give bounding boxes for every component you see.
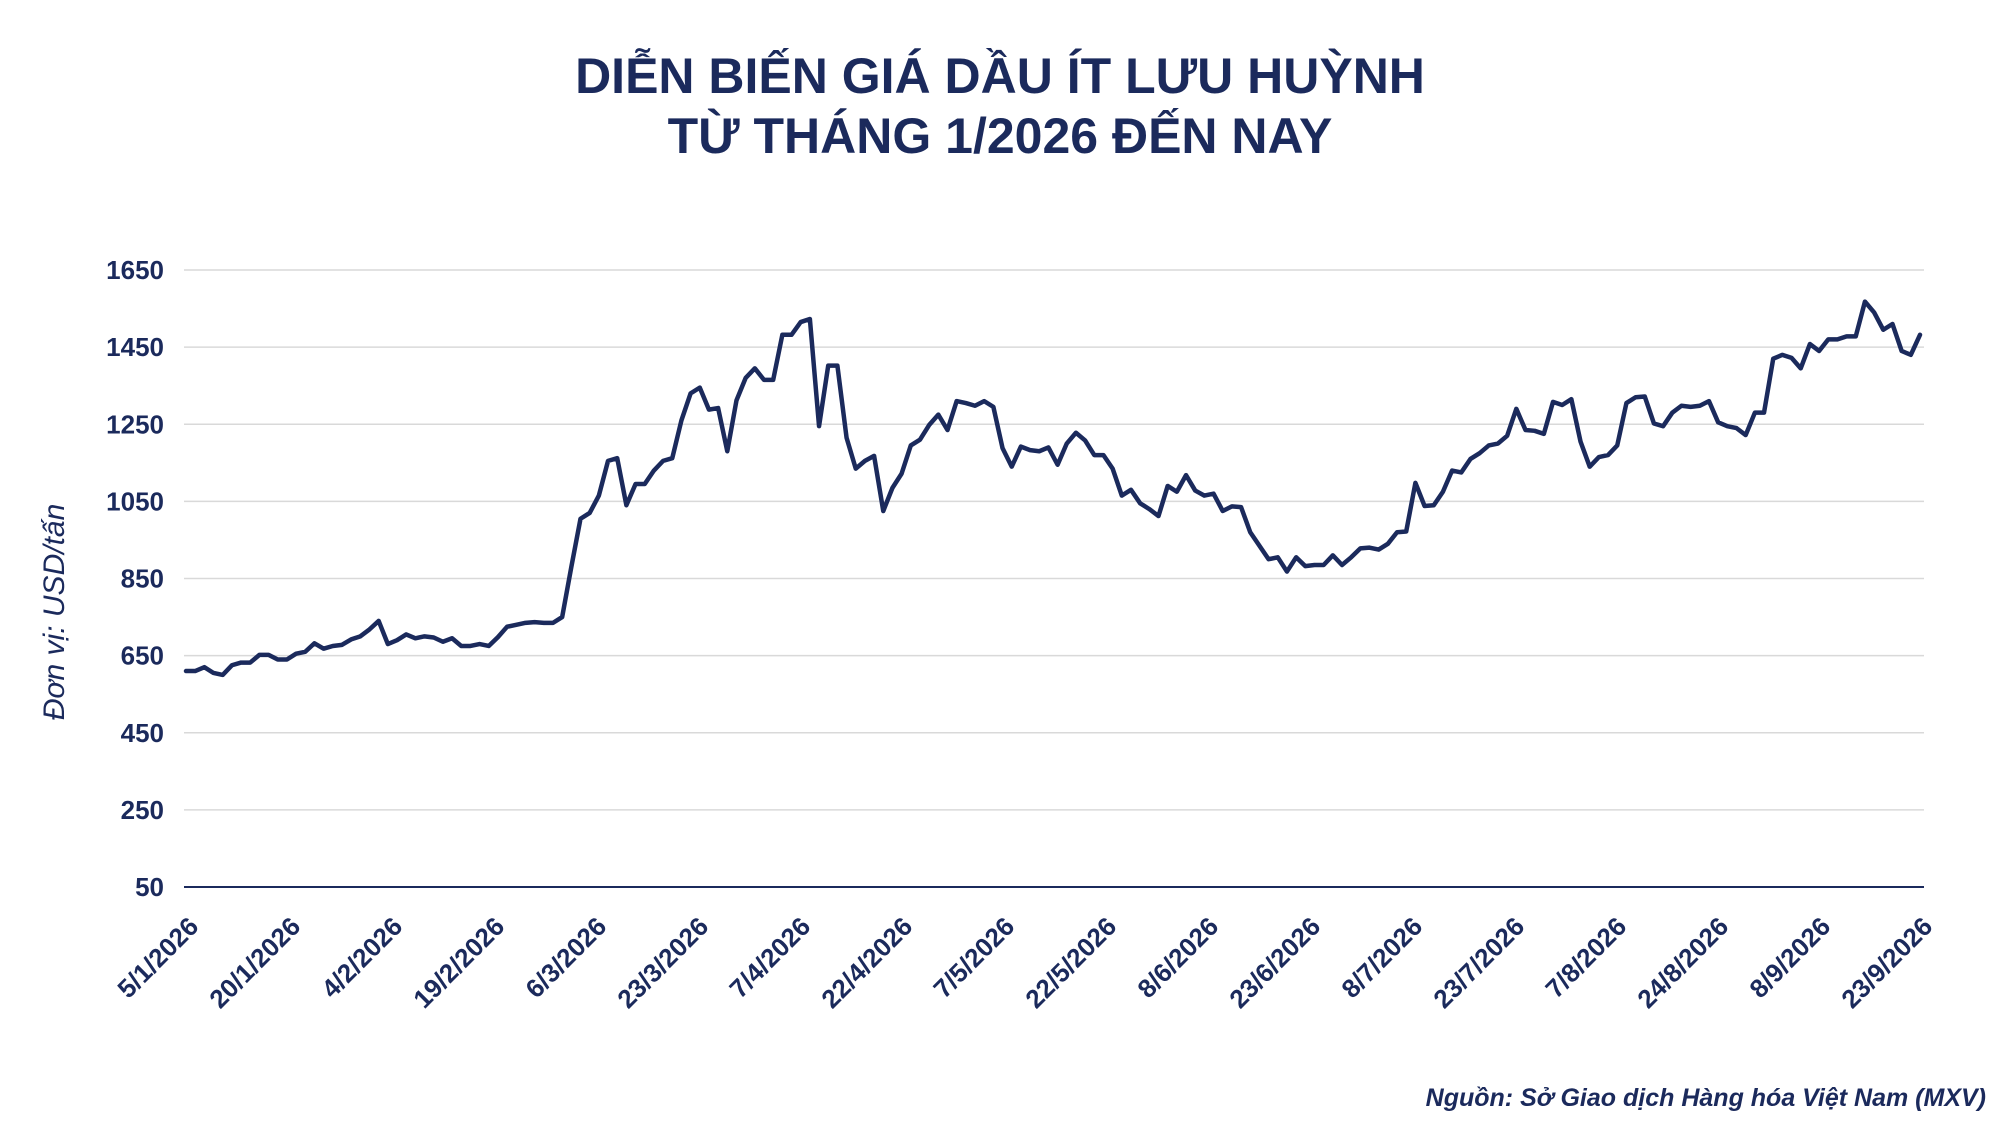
x-tick-label-0: 5/1/2026 bbox=[111, 911, 204, 1004]
x-tick-label-13: 23/7/2026 bbox=[1427, 911, 1530, 1014]
y-axis-ticks: 50 250 450 650 850 1050 1250 1450 1650 bbox=[106, 255, 164, 902]
x-tick-label-16: 8/9/2026 bbox=[1743, 911, 1836, 1004]
y-tick-label-850: 850 bbox=[121, 564, 164, 594]
x-tick-label-8: 7/5/2026 bbox=[927, 911, 1020, 1004]
source-note: Nguồn: Sở Giao dịch Hàng hóa Việt Nam (M… bbox=[1425, 1084, 1986, 1112]
gridlines bbox=[184, 269, 1924, 811]
x-tick-label-12: 8/7/2026 bbox=[1335, 911, 1428, 1004]
y-tick-label-1050: 1050 bbox=[106, 486, 164, 516]
x-tick-label-6: 7/4/2026 bbox=[723, 911, 816, 1004]
x-tick-label-11: 23/6/2026 bbox=[1223, 911, 1326, 1014]
x-tick-label-1: 20/1/2026 bbox=[203, 911, 306, 1014]
y-tick-label-1250: 1250 bbox=[106, 409, 164, 439]
data-points bbox=[186, 302, 1920, 675]
x-tick-label-5: 23/3/2026 bbox=[611, 911, 714, 1014]
x-tick-label-10: 8/6/2026 bbox=[1131, 911, 1224, 1004]
chart-title-line-2: TỪ THÁNG 1/2026 ĐẾN NAY bbox=[667, 108, 1333, 164]
x-tick-label-2: 4/2/2026 bbox=[315, 911, 408, 1004]
y-tick-label-450: 450 bbox=[121, 718, 164, 748]
x-tick-label-17: 23/9/2026 bbox=[1835, 911, 1938, 1014]
chart-title-line-1: DIỄN BIẾN GIÁ DẦU ÍT LƯU HUỲNH bbox=[575, 48, 1425, 104]
y-tick-label-1650: 1650 bbox=[106, 255, 164, 285]
y-axis-label: Đơn vị: USD/tấn bbox=[38, 504, 71, 721]
x-tick-label-7: 22/4/2026 bbox=[815, 911, 918, 1014]
x-tick-label-3: 19/2/2026 bbox=[407, 911, 510, 1014]
y-tick-label-250: 250 bbox=[121, 795, 164, 825]
x-tick-label-4: 6/3/2026 bbox=[519, 911, 612, 1004]
x-tick-label-14: 7/8/2026 bbox=[1539, 911, 1632, 1004]
series-line-price bbox=[183, 299, 1923, 678]
y-tick-label-650: 650 bbox=[121, 641, 164, 671]
x-tick-label-15: 24/8/2026 bbox=[1631, 911, 1734, 1014]
y-tick-label-1450: 1450 bbox=[106, 332, 164, 362]
y-tick-label-50: 50 bbox=[135, 872, 164, 902]
x-tick-label-9: 22/5/2026 bbox=[1019, 911, 1122, 1014]
